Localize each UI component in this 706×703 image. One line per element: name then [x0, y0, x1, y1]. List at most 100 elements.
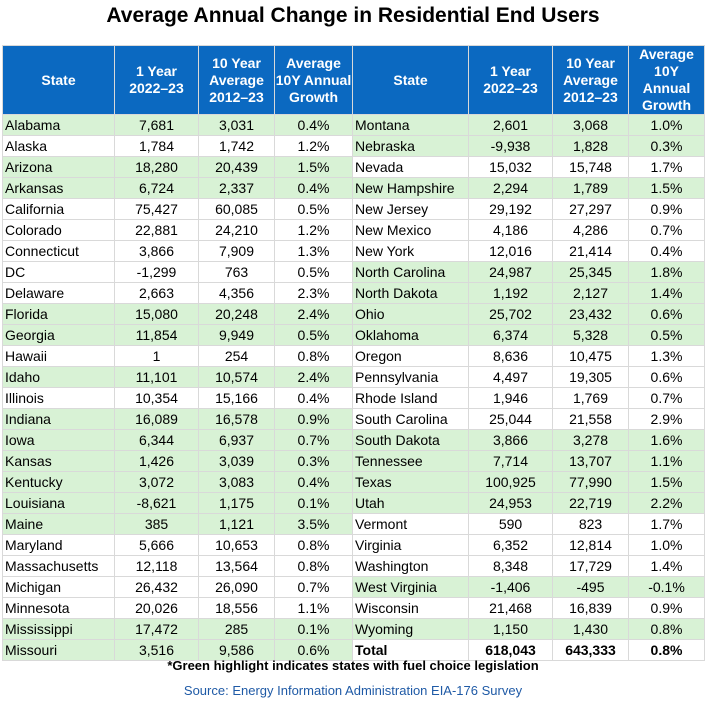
state-cell: Idaho	[2, 366, 115, 388]
state-cell: New York	[352, 240, 469, 262]
value-cell: -1,406	[468, 576, 553, 598]
value-cell: 4,356	[198, 282, 275, 304]
value-cell: 24,953	[468, 492, 553, 514]
value-cell: 4,286	[552, 219, 629, 241]
value-cell: 1,192	[468, 282, 553, 304]
table-row: Idaho 11,101 10,574 2.4% Pennsylvania 4,497 19…	[2, 366, 705, 388]
state-cell: Alaska	[2, 135, 115, 157]
value-cell: 29,192	[468, 198, 553, 220]
value-cell: 0.6%	[628, 366, 705, 388]
state-cell: Vermont	[352, 513, 469, 535]
value-cell: 25,345	[552, 261, 629, 283]
value-cell: 1.2%	[274, 135, 353, 157]
table-row: Indiana 16,089 16,578 0.9% South Carolina 25,…	[2, 408, 705, 430]
value-cell: 10,574	[198, 366, 275, 388]
value-cell: 2,663	[114, 282, 199, 304]
value-cell: 60,085	[198, 198, 275, 220]
value-cell: 1.7%	[628, 513, 705, 535]
table-row: Kentucky 3,072 3,083 0.4% Texas 100,925 77,990…	[2, 471, 705, 493]
state-cell: Virginia	[352, 534, 469, 556]
state-cell: Wyoming	[352, 618, 469, 640]
value-cell: 23,432	[552, 303, 629, 325]
value-cell: 6,937	[198, 429, 275, 451]
value-cell: 26,432	[114, 576, 199, 598]
value-cell: 17,472	[114, 618, 199, 640]
column-header: State	[2, 45, 115, 115]
table-row: Kansas 1,426 3,039 0.3% Tennessee 7,714 13,707…	[2, 450, 705, 472]
value-cell: 0.4%	[628, 240, 705, 262]
value-cell: 11,101	[114, 366, 199, 388]
table-row: Missouri 3,516 9,586 0.6% Total 618,043 643,33…	[2, 639, 705, 661]
value-cell: 15,748	[552, 156, 629, 178]
footnote: *Green highlight indicates states with f…	[167, 658, 539, 673]
table-row: Arizona 18,280 20,439 1.5% Nevada 15,032 15,74…	[2, 156, 705, 178]
column-header: 10 Year Average 2012–23	[552, 45, 629, 115]
value-cell: 0.9%	[628, 597, 705, 619]
value-cell: 2.2%	[628, 492, 705, 514]
value-cell: 0.7%	[628, 387, 705, 409]
state-cell: Massachusetts	[2, 555, 115, 577]
value-cell: 1,150	[468, 618, 553, 640]
value-cell: 1,789	[552, 177, 629, 199]
value-cell: 0.4%	[274, 471, 353, 493]
value-cell: 1.1%	[274, 597, 353, 619]
column-header: 10 Year Average 2012–23	[198, 45, 275, 115]
table-row: Massachusetts 12,118 13,564 0.8% Washington 8…	[2, 555, 705, 577]
value-cell: 2.4%	[274, 366, 353, 388]
state-cell: New Mexico	[352, 219, 469, 241]
value-cell: 27,297	[552, 198, 629, 220]
state-cell: DC	[2, 261, 115, 283]
value-cell: 4,497	[468, 366, 553, 388]
column-header: State	[352, 45, 469, 115]
value-cell: 3,039	[198, 450, 275, 472]
table-row: Alabama 7,681 3,031 0.4% Montana 2,601 3,068 1.…	[2, 114, 705, 136]
value-cell: 1,946	[468, 387, 553, 409]
value-cell: 1.5%	[628, 177, 705, 199]
value-cell: 1.5%	[628, 471, 705, 493]
value-cell: 12,814	[552, 534, 629, 556]
value-cell: 3,072	[114, 471, 199, 493]
value-cell: 7,681	[114, 114, 199, 136]
value-cell: 1.3%	[628, 345, 705, 367]
value-cell: 22,881	[114, 219, 199, 241]
state-cell: Michigan	[2, 576, 115, 598]
state-cell: Nebraska	[352, 135, 469, 157]
value-cell: 13,564	[198, 555, 275, 577]
value-cell: 1,742	[198, 135, 275, 157]
value-cell: 6,352	[468, 534, 553, 556]
value-cell: 823	[552, 513, 629, 535]
state-cell: South Dakota	[352, 429, 469, 451]
value-cell: 1.2%	[274, 219, 353, 241]
value-cell: 0.1%	[274, 618, 353, 640]
table-row: Illinois 10,354 15,166 0.4% Rhode Island 1,94…	[2, 387, 705, 409]
value-cell: 643,333	[552, 639, 629, 661]
value-cell: 24,210	[198, 219, 275, 241]
table-row: Georgia 11,854 9,949 0.5% Oklahoma 6,374 5,328…	[2, 324, 705, 346]
value-cell: 24,987	[468, 261, 553, 283]
value-cell: 0.8%	[628, 639, 705, 661]
value-cell: 20,439	[198, 156, 275, 178]
state-cell: Arizona	[2, 156, 115, 178]
state-cell: Hawaii	[2, 345, 115, 367]
value-cell: 2,601	[468, 114, 553, 136]
value-cell: 1.0%	[628, 114, 705, 136]
value-cell: 0.9%	[628, 198, 705, 220]
value-cell: 3,278	[552, 429, 629, 451]
state-cell: California	[2, 198, 115, 220]
value-cell: 5,666	[114, 534, 199, 556]
state-cell: Louisiana	[2, 492, 115, 514]
value-cell: 2,294	[468, 177, 553, 199]
state-cell: Ohio	[352, 303, 469, 325]
value-cell: 1,430	[552, 618, 629, 640]
state-cell: Arkansas	[2, 177, 115, 199]
value-cell: 618,043	[468, 639, 553, 661]
table-row: Michigan 26,432 26,090 0.7% West Virginia -1,…	[2, 576, 705, 598]
value-cell: 0.8%	[274, 555, 353, 577]
table-row: California 75,427 60,085 0.5% New Jersey 29,1…	[2, 198, 705, 220]
value-cell: 7,714	[468, 450, 553, 472]
value-cell: 1.3%	[274, 240, 353, 262]
value-cell: 13,707	[552, 450, 629, 472]
table-row: Louisiana -8,621 1,175 0.1% Utah 24,953 22,719…	[2, 492, 705, 514]
value-cell: 3,031	[198, 114, 275, 136]
value-cell: 2.3%	[274, 282, 353, 304]
